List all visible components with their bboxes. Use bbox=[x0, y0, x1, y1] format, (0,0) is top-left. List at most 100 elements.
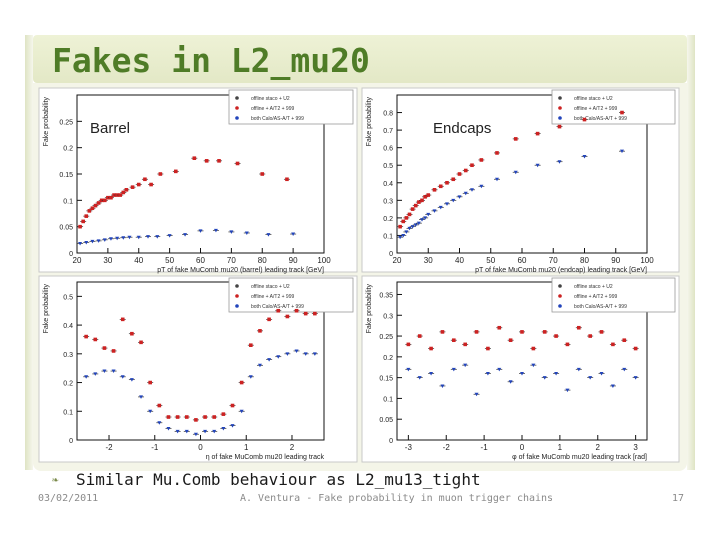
data-point bbox=[143, 177, 147, 182]
data-point bbox=[267, 358, 272, 362]
y-tick-label: 0.25 bbox=[379, 334, 393, 341]
data-point bbox=[267, 317, 271, 322]
legend-entry: both Calo/AS-A/T + 999 bbox=[251, 116, 304, 122]
x-tick-label: 2 bbox=[596, 443, 601, 452]
x-tick-label: 40 bbox=[455, 256, 464, 265]
data-point bbox=[276, 355, 281, 359]
data-point bbox=[183, 233, 188, 237]
data-point bbox=[417, 200, 421, 204]
data-point bbox=[520, 330, 524, 334]
data-point bbox=[582, 117, 587, 122]
data-point bbox=[87, 209, 92, 213]
x-tick-label: 50 bbox=[165, 256, 174, 265]
data-point bbox=[120, 317, 125, 322]
data-point bbox=[213, 228, 218, 233]
y-tick-label: 0.2 bbox=[383, 355, 393, 362]
bullet-item: ❧ Similar Mu.Comb behaviour as L2_mu13_ti… bbox=[52, 470, 481, 489]
x-tick-label: 3 bbox=[633, 443, 638, 452]
x-tick-label: -2 bbox=[443, 443, 451, 452]
legend-entry: offline staco + U2 bbox=[574, 284, 613, 290]
y-tick-label: 0.25 bbox=[59, 119, 73, 126]
data-point bbox=[577, 325, 581, 330]
data-point bbox=[542, 376, 547, 380]
data-point bbox=[175, 415, 180, 419]
x-tick-label: -1 bbox=[151, 443, 159, 452]
data-point bbox=[96, 201, 101, 205]
y-tick-label: 0.1 bbox=[383, 396, 393, 403]
x-tick-label: 100 bbox=[640, 256, 654, 265]
data-point bbox=[588, 376, 593, 380]
data-point bbox=[106, 195, 110, 200]
data-point bbox=[495, 177, 499, 182]
x-tick-label: 60 bbox=[196, 256, 205, 265]
data-point bbox=[146, 235, 151, 239]
footer-date: 03/02/2011 bbox=[38, 493, 99, 504]
data-point bbox=[429, 346, 433, 351]
data-point bbox=[622, 338, 627, 343]
y-axis-label: Fake probability bbox=[366, 97, 373, 147]
data-point bbox=[303, 311, 308, 316]
data-point bbox=[535, 131, 540, 136]
data-point bbox=[139, 395, 144, 399]
y-tick-label: 0.35 bbox=[379, 292, 393, 299]
legend-entry: both Calo/AS-A/T + 999 bbox=[574, 304, 627, 310]
y-tick-label: 0.2 bbox=[383, 216, 393, 223]
data-point bbox=[174, 169, 178, 174]
data-point bbox=[420, 198, 424, 203]
data-point bbox=[470, 188, 474, 192]
data-point bbox=[90, 206, 95, 211]
legend-entry: offline + A/T2 + 999 bbox=[251, 294, 294, 300]
data-point bbox=[622, 367, 627, 372]
data-point bbox=[109, 195, 113, 200]
data-point bbox=[470, 163, 474, 168]
data-point bbox=[157, 421, 162, 425]
y-tick-label: 0 bbox=[389, 438, 393, 445]
legend-marker bbox=[558, 294, 562, 298]
x-tick-label: 20 bbox=[73, 256, 82, 265]
y-axis-label: Fake probability bbox=[43, 284, 50, 334]
y-tick-label: 0.4 bbox=[63, 323, 73, 330]
data-point bbox=[285, 177, 289, 182]
data-point bbox=[93, 203, 98, 208]
data-point bbox=[294, 308, 299, 313]
y-tick-label: 0 bbox=[69, 438, 73, 445]
legend-marker bbox=[558, 304, 562, 308]
data-point bbox=[582, 154, 587, 159]
y-tick-label: 0.15 bbox=[379, 376, 393, 383]
data-point bbox=[438, 184, 443, 189]
data-point bbox=[404, 230, 409, 234]
data-point bbox=[410, 225, 415, 229]
data-point bbox=[401, 219, 406, 224]
data-point bbox=[497, 325, 502, 330]
x-tick-label: 20 bbox=[393, 256, 402, 265]
data-point bbox=[111, 349, 116, 353]
data-point bbox=[249, 343, 253, 347]
data-point bbox=[112, 193, 116, 197]
data-point bbox=[102, 238, 107, 242]
data-point bbox=[167, 234, 172, 238]
data-point bbox=[166, 415, 171, 419]
data-point bbox=[203, 429, 208, 434]
data-point bbox=[535, 163, 540, 168]
x-tick-label: 90 bbox=[289, 256, 298, 265]
data-point bbox=[84, 214, 89, 218]
data-point bbox=[474, 330, 479, 334]
data-point bbox=[248, 375, 253, 379]
x-tick-label: 80 bbox=[258, 256, 267, 265]
data-point bbox=[204, 159, 209, 163]
data-point bbox=[157, 403, 162, 408]
data-point bbox=[413, 223, 418, 227]
data-point bbox=[620, 149, 624, 154]
data-point bbox=[258, 329, 262, 333]
legend-entry: offline + A/T2 + 999 bbox=[251, 106, 294, 112]
data-point bbox=[115, 193, 119, 197]
data-point bbox=[221, 412, 226, 416]
data-point bbox=[417, 376, 422, 380]
data-point bbox=[620, 110, 624, 115]
data-point bbox=[423, 195, 427, 199]
data-point bbox=[413, 203, 418, 208]
data-point bbox=[294, 349, 299, 353]
data-point bbox=[96, 239, 101, 243]
data-point bbox=[497, 367, 502, 372]
data-point bbox=[129, 378, 134, 382]
